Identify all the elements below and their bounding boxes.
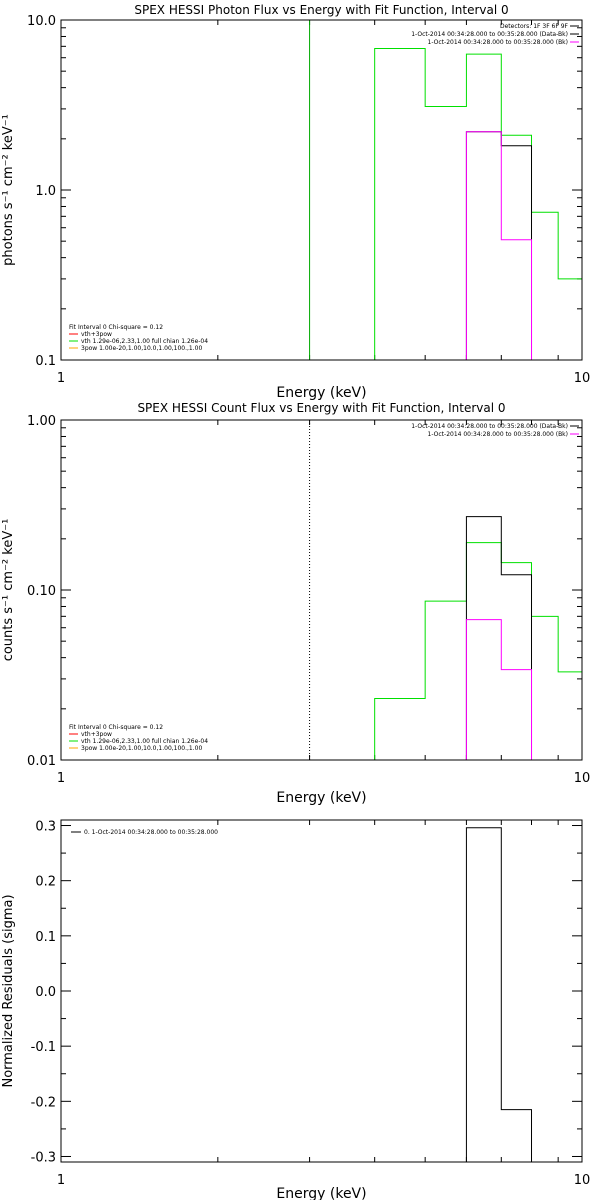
x-axis-label: Energy (keV) <box>276 385 366 401</box>
plot-frame <box>60 419 583 761</box>
axis-ticks <box>60 420 583 761</box>
legend-entry: Detectors: 1F 3F 6F 9F <box>500 23 569 30</box>
plot-area <box>374 47 582 360</box>
legend-entry: vth+3pow <box>81 731 112 738</box>
x-tick-label: 10 <box>574 371 591 386</box>
y-tick-label: 1.0 <box>35 184 56 199</box>
plot-area <box>374 516 582 760</box>
y-tick-label: 0.0 <box>35 985 56 1000</box>
x-tick-label: 10 <box>574 1173 591 1188</box>
x-tick-label: 10 <box>574 771 591 786</box>
count-flux-panel: 1 10 0.01 0.10 1.00 SPEX HESSI Count Flux vs … <box>1 401 590 806</box>
background-series-line <box>465 131 533 360</box>
x-axis-label: Energy (keV) <box>276 790 366 806</box>
y-axis-label: photons s⁻¹ cm⁻² keV⁻¹ <box>1 114 16 266</box>
y-tick-label: -0.2 <box>31 1095 56 1110</box>
x-tick-label: 1 <box>57 1173 65 1188</box>
model-series-line <box>374 542 582 760</box>
data-series-line <box>465 131 533 360</box>
y-tick-label: 10.0 <box>27 14 56 29</box>
legend-entry: 1-Oct-2014 00:34:28.000 to 00:35:28.000 … <box>411 423 568 430</box>
x-tick-label: 1 <box>57 371 65 386</box>
model-series-line <box>374 47 582 360</box>
photon-flux-panel: 1 10 0.1 1.0 10.0 SPEX HESSI Photon Flux vs E… <box>1 3 590 401</box>
legend-entry: vth+3pow <box>81 331 112 338</box>
y-axis-label: Normalized Residuals (sigma) <box>1 894 16 1087</box>
data-series-line <box>465 516 533 760</box>
plot-frame <box>60 19 583 361</box>
legend-entry: 0. 1-Oct-2014 00:34:28.000 to 00:35:28.0… <box>84 829 218 836</box>
legend-entry: Fit Interval 0 Chi-square = 0.12 <box>69 724 163 731</box>
y-tick-label: 1.00 <box>27 414 56 429</box>
x-tick-label: 1 <box>57 771 65 786</box>
legend-entry: vth 1.29e-06,2.33,1.00 full chian 1.26e-… <box>81 738 208 745</box>
legend-entry: vth 1.29e-06,2.33,1.00 full chian 1.26e-… <box>81 338 208 345</box>
legend-entry: 3pow 1.00e-20,1.00,10.0,1.00,100.,1.00 <box>81 345 202 352</box>
residuals-panel: 1 10 0.3 0.2 0.1 0.0 -0.1 -0.2 -0.3 Energy (keV) N… <box>1 819 591 1200</box>
y-tick-label: 0.01 <box>27 754 56 769</box>
residual-series-line <box>465 827 533 1162</box>
axis-ticks <box>60 20 583 361</box>
y-tick-label: 0.1 <box>35 354 56 369</box>
legend-entry: 1-Oct-2014 00:34:28.000 to 00:35:28.000 … <box>428 431 569 438</box>
y-tick-label: 0.1 <box>35 930 56 945</box>
y-tick-label: -0.1 <box>31 1040 56 1055</box>
y-tick-label: -0.3 <box>31 1150 56 1165</box>
plot-frame <box>60 819 583 1163</box>
y-tick-label: 0.10 <box>27 584 56 599</box>
chart-title: SPEX HESSI Count Flux vs Energy with Fit… <box>137 401 505 415</box>
legend-entry: Fit Interval 0 Chi-square = 0.12 <box>69 324 163 331</box>
legend-entry: 1-Oct-2014 00:34:28.000 to 00:35:28.000 … <box>411 31 568 38</box>
legend-entry: 1-Oct-2014 00:34:28.000 to 00:35:28.000 … <box>428 39 569 46</box>
y-tick-label: 0.3 <box>35 820 56 835</box>
legend-entry: 3pow 1.00e-20,1.00,10.0,1.00,100.,1.00 <box>81 745 202 752</box>
chart-title: SPEX HESSI Photon Flux vs Energy with Fi… <box>134 3 508 17</box>
x-axis-label: Energy (keV) <box>276 1186 366 1200</box>
axis-ticks <box>60 820 583 1162</box>
y-tick-label: 0.2 <box>35 875 56 890</box>
background-series-line <box>465 619 533 760</box>
plot-area <box>465 827 533 1162</box>
y-axis-label: counts s⁻¹ cm⁻² keV⁻¹ <box>1 519 16 662</box>
